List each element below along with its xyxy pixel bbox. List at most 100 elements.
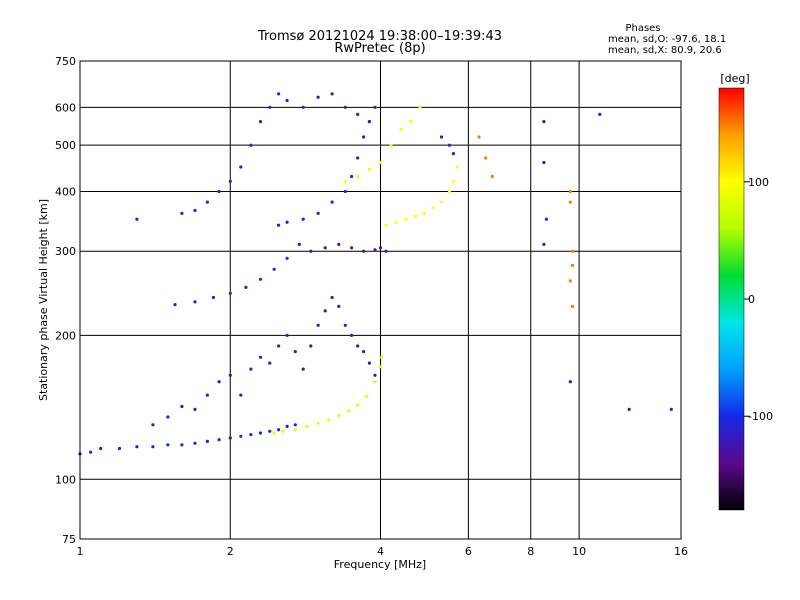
echo-point-8-7: [418, 105, 422, 109]
colorbar-label: [deg]: [720, 72, 749, 85]
echo-point-12-2: [542, 160, 546, 165]
echo-point-8-0: [343, 179, 347, 183]
echo-point-2-6: [228, 373, 232, 377]
echo-point-5-6: [249, 143, 253, 147]
colorbar-tick-label-1: 0: [748, 293, 755, 306]
legend-line-o: mean, sd,O: -97.6, 18.1: [608, 34, 726, 45]
echo-point-7-3: [350, 246, 354, 250]
echo-point-2-11: [277, 344, 281, 348]
echo-point-6-10: [373, 105, 377, 109]
x-axis-label: Frequency [MHz]: [334, 558, 426, 571]
echo-point-1-11: [378, 365, 383, 369]
y-axis-label: Stationary phase Virtual Height [km]: [37, 199, 50, 401]
echo-point-10-9: [451, 152, 455, 156]
echo-point-6-6: [350, 174, 354, 179]
echo-point-8-5: [399, 127, 403, 131]
echo-point-3-9: [362, 350, 366, 354]
echo-point-0-16: [277, 428, 281, 432]
echo-point-0-1: [89, 450, 93, 454]
echo-point-0-9: [205, 439, 209, 443]
echo-point-1-3: [305, 424, 309, 428]
echo-point-10-2: [316, 95, 320, 99]
echo-point-10-8: [447, 143, 452, 147]
echo-point-6-3: [316, 211, 320, 215]
echo-point-4-2: [211, 295, 215, 300]
echo-point-0-18: [293, 423, 297, 427]
echo-point-1-1: [281, 429, 285, 433]
echo-point-12-0: [135, 217, 139, 221]
echo-point-8-4: [389, 143, 393, 147]
echo-point-11-7: [568, 279, 572, 283]
echo-point-4-3: [228, 291, 232, 295]
echo-point-0-10: [217, 438, 221, 442]
x-tick-label-3: 6: [465, 545, 472, 558]
echo-point-3-3: [323, 309, 327, 313]
x-tick-label-0: 1: [77, 545, 84, 558]
echo-point-2-12: [285, 333, 289, 337]
echo-point-5-0: [180, 211, 184, 215]
echo-point-4-0: [173, 303, 177, 307]
echo-point-2-1: [166, 415, 170, 419]
echo-point-11-1: [484, 156, 488, 160]
echo-point-5-9: [277, 92, 281, 96]
echo-point-1-0: [272, 431, 276, 435]
echo-point-12-1: [542, 120, 546, 124]
echo-point-5-1: [193, 208, 197, 213]
echo-point-3-8: [356, 344, 360, 348]
echo-point-9-0: [384, 223, 388, 227]
y-tick-label-3: 300: [55, 245, 76, 258]
echo-point-3-10: [367, 361, 371, 365]
echo-point-9-8: [451, 179, 455, 183]
colorbar-tick-label-2: -100: [748, 410, 773, 423]
plot-frame: [79, 60, 682, 540]
grid-lines: [80, 61, 681, 539]
x-tick-label-1: 2: [227, 545, 234, 558]
echo-point-9-3: [413, 214, 418, 218]
echo-point-8-2: [367, 167, 371, 171]
echo-point-0-6: [166, 443, 170, 447]
echo-point-3-4: [330, 295, 334, 300]
echo-point-12-6: [627, 407, 631, 411]
echo-point-3-11: [373, 373, 377, 377]
echo-point-2-9: [258, 355, 263, 359]
colorbar: [718, 87, 745, 511]
echo-point-0-12: [239, 434, 243, 438]
echo-point-5-7: [258, 120, 263, 124]
echo-point-9-4: [422, 211, 427, 215]
echo-point-10-5: [356, 112, 360, 116]
y-tick-label-5: 500: [55, 139, 76, 152]
echo-point-10-4: [343, 105, 347, 109]
echo-point-3-6: [343, 323, 347, 327]
echo-point-1-9: [364, 394, 369, 399]
y-tick-label-7: 750: [55, 55, 76, 68]
echo-point-9-5: [431, 206, 435, 210]
echo-point-9-7: [447, 189, 452, 194]
echo-point-11-6: [570, 263, 575, 268]
echo-point-7-4: [362, 249, 366, 253]
echo-point-6-7: [356, 156, 360, 160]
echo-point-7-1: [323, 246, 327, 250]
echo-point-0-8: [193, 441, 197, 445]
echo-point-1-7: [346, 409, 350, 413]
echo-point-1-5: [327, 418, 331, 422]
echo-point-11-4: [568, 200, 572, 204]
y-tick-label-2: 200: [55, 329, 76, 342]
colorbar-ticks: 100 0 -100: [744, 176, 773, 423]
echo-point-6-8: [362, 135, 366, 139]
echo-point-8-1: [356, 174, 360, 179]
data-points: [78, 92, 673, 456]
echo-point-9-6: [439, 200, 444, 204]
echo-point-3-0: [301, 367, 305, 371]
y-tick-label-6: 600: [55, 101, 76, 114]
chart-title: Tromsø 20121024 19:38:00–19:39:43: [257, 29, 502, 44]
echo-point-0-5: [151, 445, 155, 449]
echo-point-2-8: [249, 367, 253, 371]
y-tick-label-0: 75: [62, 533, 76, 546]
echo-point-1-6: [337, 413, 341, 417]
echo-point-0-4: [135, 445, 139, 449]
echo-point-5-2: [205, 200, 209, 204]
echo-point-12-5: [568, 380, 572, 384]
echo-point-1-10: [373, 380, 377, 384]
echo-point-4-1: [193, 300, 197, 304]
